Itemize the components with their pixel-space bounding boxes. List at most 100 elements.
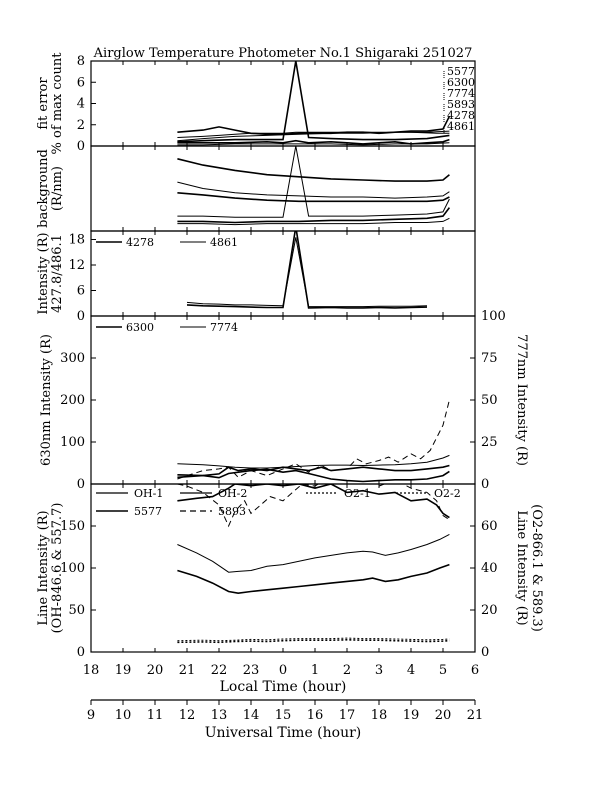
ut-tick-label: 10	[115, 708, 132, 723]
series-line-4278	[177, 138, 450, 145]
local-tick-label: 19	[115, 663, 132, 678]
y2-tick-label: 40	[481, 561, 498, 576]
series-line-unnamed-4	[177, 207, 451, 224]
y-axis-label: background	[36, 149, 51, 228]
universal-time-label: Universal Time (hour)	[205, 725, 362, 741]
y-tick-label: 18	[68, 233, 85, 248]
y2-tick-label: 25	[481, 435, 498, 450]
series-line-4278	[186, 231, 428, 309]
y2-tick-label: 50	[481, 393, 498, 408]
y2-axis-label: (O2-866.1 & 589.3)	[529, 504, 544, 632]
local-tick-label: 18	[83, 663, 100, 678]
series-line-unnamed-0	[177, 158, 450, 182]
y-tick-label: 6	[77, 75, 85, 90]
y-tick-label: 150	[60, 519, 85, 534]
series-line-unnamed-1	[177, 454, 450, 469]
legend-entry: 4278	[126, 236, 154, 249]
ut-tick-label: 18	[371, 708, 388, 723]
series-line-6300	[177, 468, 450, 483]
local-tick-label: 2	[343, 663, 351, 678]
ut-tick-label: 21	[467, 708, 484, 723]
y-axis-label: Intensity (R)	[36, 232, 51, 314]
series-line-unnamed-3	[177, 399, 450, 480]
legend-entry: 4861	[447, 120, 475, 133]
series-line-4861	[177, 142, 450, 146]
y-axis-label: % of max count	[50, 52, 65, 155]
legend-entry: 5577	[447, 65, 475, 78]
local-tick-label: 6	[471, 663, 479, 678]
y2-tick-label: 0	[481, 477, 489, 492]
legend-entry: 5893	[218, 505, 246, 518]
ut-tick-label: 13	[211, 708, 228, 723]
y-axis-label: 630nm Intensity (R)	[39, 334, 54, 466]
legend-entry: 6300	[447, 76, 475, 89]
y2-axis-label: 777nm Intensity (R)	[514, 334, 529, 466]
y-axis-label: fit error	[36, 77, 51, 130]
local-tick-label: 0	[279, 663, 287, 678]
y-axis-label: (R/nm)	[50, 166, 65, 211]
universal-time-axis: 9 10 11 12 13 14 15 16 17 18 19 20 21	[87, 699, 484, 723]
ut-tick-label: 20	[435, 708, 452, 723]
series-line-unnamed-5	[177, 217, 450, 226]
legend-entry: OH-2	[218, 487, 247, 500]
y-tick-label: 100	[60, 561, 85, 576]
y-tick-label: 100	[60, 435, 85, 450]
local-tick-label: 21	[179, 663, 196, 678]
ut-tick-label: 16	[307, 708, 324, 723]
local-tick-label: 22	[211, 663, 228, 678]
series-line-5577	[177, 484, 450, 519]
chart-title: Airglow Temperature Photometer No.1 Shig…	[93, 46, 473, 61]
legend-entry: 6300	[126, 321, 154, 334]
ut-tick-label: 9	[87, 708, 95, 723]
series-line-unnamed-1	[177, 181, 450, 199]
y2-tick-label: 60	[481, 519, 498, 534]
panel-fit-error: 0 2 4 6 8 fit error% of max count 557763007774…	[36, 52, 476, 155]
legend-entry: 5893	[447, 98, 475, 111]
series-line-5893	[177, 484, 450, 528]
y-tick-label: 4	[77, 97, 85, 112]
series-line-unnamed-3	[177, 146, 450, 218]
y2-tick-label: 100	[481, 309, 506, 324]
legend-entry: O2-1	[344, 487, 371, 500]
y2-tick-label: 75	[481, 351, 498, 366]
panel-frame	[90, 315, 476, 485]
local-time-axis: 18 19 20 21 22 23 0 1 2 3 4 5 6	[83, 663, 479, 678]
y2-axis-label: Line Intensity (R)	[514, 510, 529, 625]
local-tick-label: 5	[439, 663, 447, 678]
series-line-O2-2	[177, 637, 450, 642]
series-line-OH-2	[177, 533, 450, 573]
local-tick-label: 23	[243, 663, 260, 678]
series-line-7774	[177, 464, 450, 479]
y2-tick-label: 20	[481, 603, 498, 618]
ut-tick-label: 11	[147, 708, 164, 723]
legend-entry: OH-1	[134, 487, 163, 500]
y-tick-label: 0	[77, 309, 85, 324]
y-axis-label: Line Intensity (R)	[36, 510, 51, 625]
series-line-O2-1	[177, 638, 450, 644]
ut-tick-label: 17	[339, 708, 356, 723]
legend-entry: 4861	[210, 236, 238, 249]
series-line-unnamed-2	[177, 192, 450, 203]
y-tick-label: 2	[77, 118, 85, 133]
local-tick-label: 20	[147, 663, 164, 678]
local-tick-label: 3	[375, 663, 383, 678]
ut-tick-label: 14	[243, 708, 260, 723]
series-line-5577	[177, 115, 451, 136]
y-axis-label: (OH-846.6 & 557.7)	[50, 503, 65, 634]
y-tick-label: 12	[68, 258, 85, 273]
y-tick-label: 200	[60, 393, 85, 408]
legend-entry: O2-2	[434, 487, 461, 500]
y-tick-label: 300	[60, 351, 85, 366]
panel-red-intensity: 0 100 200 300 0 25 50 75 100 630nm Intensity (R) 7…	[39, 309, 529, 492]
ut-tick-label: 12	[179, 708, 196, 723]
series-line-OH-1	[177, 563, 450, 595]
legend-entry: 7774	[210, 321, 238, 334]
y-tick-label: 8	[77, 54, 85, 69]
ut-tick-label: 19	[403, 708, 420, 723]
local-tick-label: 1	[311, 663, 319, 678]
y-tick-label: 0	[77, 139, 85, 154]
y-tick-label: 6	[77, 284, 85, 299]
